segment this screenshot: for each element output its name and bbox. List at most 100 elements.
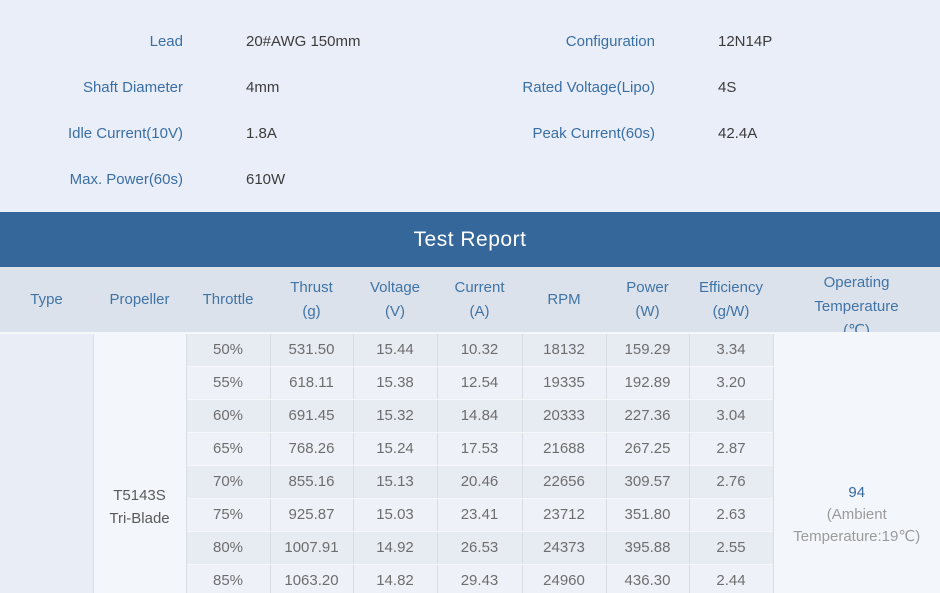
- power-cell: 351.80: [605, 498, 689, 532]
- propeller-cell: T5143S Tri-Blade: [92, 333, 187, 593]
- table-row: 65% 768.26 15.24 17.53 21688 267.25 2.87: [0, 432, 940, 466]
- spec-row-lead: Lead 20#AWG 150mm: [0, 18, 470, 64]
- table-row: 75% 925.87 15.03 23.41 23712 351.80 2.63: [0, 498, 940, 532]
- power-cell: 227.36: [605, 399, 689, 433]
- test-report-title: Test Report: [413, 227, 527, 251]
- power-cell: 309.57: [605, 465, 689, 499]
- col-header-operating-temperature: Operating Temperature (℃): [773, 267, 940, 334]
- thrust-cell: 531.50: [269, 333, 353, 367]
- rpm-cell: 21688: [521, 432, 606, 466]
- col-header-type: Type: [0, 267, 93, 334]
- propeller-blade-type: Tri-Blade: [109, 510, 170, 527]
- spec-label: Shaft Diameter: [82, 78, 183, 96]
- thrust-cell: 618.11: [269, 366, 353, 400]
- throttle-cell: 55%: [185, 366, 270, 400]
- temperature-value: 94: [848, 484, 866, 501]
- table-row: 80% 1007.91 14.92 26.53 24373 395.88 2.5…: [0, 531, 940, 565]
- efficiency-cell: 3.04: [688, 399, 773, 433]
- throttle-cell: 50%: [185, 333, 270, 367]
- ambient-temperature-note: (Ambient Temperature:19℃): [793, 506, 921, 545]
- table-row: 60% 691.45 15.32 14.84 20333 227.36 3.04: [0, 399, 940, 433]
- spec-label: Max. Power(60s): [69, 170, 183, 188]
- test-report-bar: Test Report: [0, 212, 940, 267]
- power-cell: 159.29: [605, 333, 689, 367]
- power-cell: 395.88: [605, 531, 689, 565]
- rpm-cell: 24373: [521, 531, 606, 565]
- spec-value: 4S: [718, 78, 737, 96]
- table-row: 55% 618.11 15.38 12.54 19335 192.89 3.20: [0, 366, 940, 400]
- table-row: 70% 855.16 15.13 20.46 22656 309.57 2.76: [0, 465, 940, 499]
- efficiency-cell: 3.20: [688, 366, 773, 400]
- thrust-cell: 691.45: [269, 399, 353, 433]
- rpm-cell: 18132: [521, 333, 606, 367]
- current-cell: 12.54: [436, 366, 522, 400]
- throttle-cell: 80%: [185, 531, 270, 565]
- spec-value: 4mm: [246, 78, 280, 96]
- col-header-efficiency: Efficiency (g/W): [689, 267, 773, 334]
- current-cell: 26.53: [436, 531, 522, 565]
- col-header-throttle: Throttle: [186, 267, 270, 334]
- thrust-cell: 768.26: [269, 432, 353, 466]
- spec-section: Lead 20#AWG 150mm Shaft Diameter 4mm Idl…: [0, 0, 940, 212]
- voltage-cell: 15.44: [352, 333, 437, 367]
- efficiency-cell: 3.34: [688, 333, 773, 367]
- efficiency-cell: 2.44: [688, 564, 773, 593]
- current-cell: 23.41: [436, 498, 522, 532]
- col-header-power: Power (W): [606, 267, 689, 334]
- power-cell: 192.89: [605, 366, 689, 400]
- col-header-propeller: Propeller: [93, 267, 186, 334]
- test-report-table: Type Propeller Throttle Thrust (g) Voltag…: [0, 267, 940, 593]
- voltage-cell: 15.38: [352, 366, 437, 400]
- voltage-cell: 14.82: [352, 564, 437, 593]
- throttle-cell: 70%: [185, 465, 270, 499]
- current-cell: 17.53: [436, 432, 522, 466]
- current-cell: 20.46: [436, 465, 522, 499]
- spec-label: Peak Current(60s): [532, 124, 655, 142]
- throttle-cell: 65%: [185, 432, 270, 466]
- throttle-cell: 60%: [185, 399, 270, 433]
- spec-row-shaft-diameter: Shaft Diameter 4mm: [0, 64, 470, 110]
- col-header-voltage: Voltage (V): [353, 267, 437, 334]
- spec-column-right: Configuration 12N14P Rated Voltage(Lipo)…: [470, 18, 940, 212]
- spec-row-configuration: Configuration 12N14P: [470, 18, 940, 64]
- spec-row-idle-current: Idle Current(10V) 1.8A: [0, 110, 470, 156]
- voltage-cell: 15.03: [352, 498, 437, 532]
- spec-label: Configuration: [565, 32, 655, 50]
- throttle-cell: 85%: [185, 564, 270, 593]
- spec-column-left: Lead 20#AWG 150mm Shaft Diameter 4mm Idl…: [0, 18, 470, 212]
- operating-temperature-cell: 94 (Ambient Temperature:19℃): [772, 333, 940, 593]
- spec-label: Idle Current(10V): [67, 124, 183, 142]
- rpm-cell: 20333: [521, 399, 606, 433]
- col-header-thrust: Thrust (g): [270, 267, 353, 334]
- rpm-cell: 23712: [521, 498, 606, 532]
- thrust-cell: 1007.91: [269, 531, 353, 565]
- rpm-cell: 19335: [521, 366, 606, 400]
- rpm-cell: 22656: [521, 465, 606, 499]
- thrust-cell: 1063.20: [269, 564, 353, 593]
- table-row: T5143S Tri-Blade 50% 531.50 15.44 10.32 …: [0, 333, 940, 593]
- current-cell: 10.32: [436, 333, 522, 367]
- thrust-cell: 925.87: [269, 498, 353, 532]
- col-header-current: Current (A): [437, 267, 522, 334]
- rpm-cell: 24960: [521, 564, 606, 593]
- spec-row-max-power: Max. Power(60s) 610W: [0, 156, 470, 202]
- voltage-cell: 14.92: [352, 531, 437, 565]
- efficiency-cell: 2.55: [688, 531, 773, 565]
- throttle-cell: 75%: [185, 498, 270, 532]
- header-row: Type Propeller Throttle Thrust (g) Voltag…: [0, 267, 940, 334]
- spec-value: 12N14P: [718, 32, 773, 50]
- spec-label: Rated Voltage(Lipo): [522, 78, 655, 96]
- propeller-model: T5143S: [113, 487, 166, 504]
- power-cell: 436.30: [605, 564, 689, 593]
- voltage-cell: 15.24: [352, 432, 437, 466]
- col-header-rpm: RPM: [522, 267, 606, 334]
- spec-value: 20#AWG 150mm: [246, 32, 361, 50]
- spec-row-peak-current: Peak Current(60s) 42.4A: [470, 110, 940, 156]
- spec-row-rated-voltage: Rated Voltage(Lipo) 4S: [470, 64, 940, 110]
- efficiency-cell: 2.76: [688, 465, 773, 499]
- efficiency-cell: 2.63: [688, 498, 773, 532]
- spec-value: 1.8A: [246, 124, 277, 142]
- table-row: 85% 1063.20 14.82 29.43 24960 436.30 2.4…: [0, 564, 940, 593]
- power-cell: 267.25: [605, 432, 689, 466]
